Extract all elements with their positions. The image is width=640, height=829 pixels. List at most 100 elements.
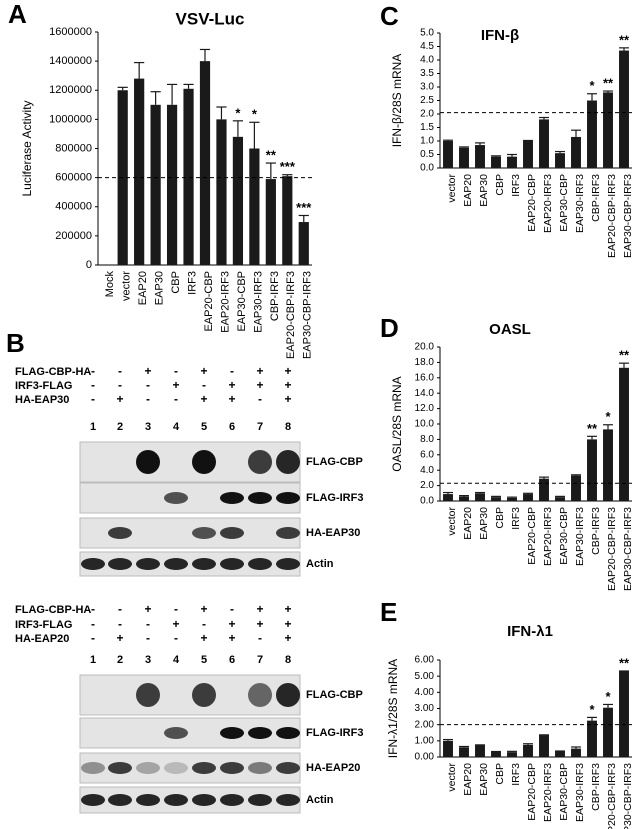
blot-band — [220, 492, 244, 504]
bar — [491, 751, 501, 757]
lane-number: 6 — [229, 654, 235, 666]
x-tick-label: Mock — [104, 271, 116, 298]
condition-sign: - — [174, 364, 178, 378]
bar — [443, 740, 453, 757]
y-tick-label: 400000 — [55, 201, 92, 213]
bar — [603, 707, 613, 757]
bar — [199, 61, 211, 265]
y-tick-label: 5.0 — [420, 28, 434, 39]
blot-band — [108, 527, 132, 539]
condition-sign: + — [284, 602, 291, 616]
x-tick-label: EAP20-CBP — [526, 507, 538, 565]
condition-sign: - — [146, 617, 150, 631]
blot-band — [276, 762, 300, 774]
bar — [539, 478, 549, 501]
x-tick-label: EAP30-IRF3 — [574, 763, 586, 822]
blot-band — [164, 794, 188, 806]
condition-sign: + — [172, 378, 179, 392]
blot-band — [248, 450, 272, 474]
x-tick-label: EAP20 — [137, 271, 149, 305]
blot-band — [220, 762, 244, 774]
condition-sign: + — [284, 617, 291, 631]
x-tick-label: CBP-IRF3 — [269, 271, 281, 321]
condition-sign: + — [284, 364, 291, 378]
x-tick-label: EAP30-CBP-IRF3 — [622, 763, 634, 829]
condition-sign: + — [116, 392, 123, 406]
blot-band — [192, 794, 216, 806]
x-tick-label: EAP20-CBP-IRF3 — [606, 763, 618, 829]
y-tick-label: 1600000 — [49, 26, 92, 38]
bar — [282, 176, 293, 265]
blot-band — [136, 794, 160, 806]
bar — [216, 119, 227, 265]
condition-sign: - — [91, 631, 95, 645]
blot-band — [136, 450, 160, 474]
x-tick-label: EAP30 — [478, 507, 490, 540]
x-tick-label: EAP20-CBP-IRF3 — [285, 271, 297, 359]
y-axis-label: Luciferase Activity — [20, 100, 34, 196]
x-tick-label: vector — [446, 506, 458, 535]
blot-band — [276, 794, 300, 806]
condition-sign: - — [258, 631, 262, 645]
y-tick-label: 200000 — [55, 230, 92, 242]
condition-sign: - — [146, 631, 150, 645]
blot-band — [192, 683, 216, 707]
condition-sign: - — [174, 392, 178, 406]
blot-band — [136, 762, 160, 774]
significance-mark: ** — [619, 655, 630, 670]
bar — [183, 88, 194, 265]
condition-sign: + — [284, 378, 291, 392]
bar — [587, 439, 597, 501]
condition-sign: - — [118, 364, 122, 378]
bar — [587, 720, 597, 757]
bar — [459, 147, 469, 168]
condition-label: HA-EAP20 — [15, 633, 69, 645]
y-tick-label: 2.5 — [420, 95, 434, 106]
y-tick-label: 800000 — [55, 142, 92, 154]
x-tick-label: CBP — [494, 174, 506, 196]
condition-sign: - — [174, 631, 178, 645]
bar — [603, 429, 613, 501]
y-tick-label: 1.5 — [420, 122, 434, 133]
x-tick-label: EAP20 — [462, 507, 474, 540]
bar — [571, 748, 581, 757]
lane-number: 4 — [173, 654, 180, 666]
significance-mark: * — [235, 105, 241, 120]
blot-label: FLAG-CBP — [306, 456, 363, 468]
lane-number: 8 — [285, 654, 291, 666]
bar — [523, 744, 533, 757]
blot-band — [192, 558, 216, 570]
blot-label: HA-EAP30 — [306, 527, 360, 539]
y-tick-label: 1000000 — [49, 113, 92, 125]
lane-number: 7 — [257, 421, 263, 433]
significance-mark: * — [605, 409, 611, 424]
x-tick-label: CBP-IRF3 — [590, 174, 602, 222]
lane-number: 5 — [201, 421, 207, 433]
y-tick-label: 1400000 — [49, 55, 92, 67]
lane-number: 4 — [173, 421, 180, 433]
x-tick-label: CBP — [170, 271, 182, 294]
y-tick-label: 2.00 — [415, 719, 435, 730]
x-tick-label: EAP30-CBP-IRF3 — [622, 507, 634, 591]
chart-title: IFN-λ1 — [507, 623, 553, 640]
blot-band — [248, 762, 272, 774]
x-tick-label: IRF3 — [510, 763, 522, 786]
blot-band — [192, 762, 216, 774]
bar — [475, 145, 485, 168]
y-tick-label: 0.5 — [420, 149, 434, 160]
lane-number: 7 — [257, 654, 263, 666]
condition-sign: + — [144, 602, 151, 616]
blot-band — [164, 727, 188, 739]
x-tick-label: vector — [446, 762, 458, 791]
blot-band — [108, 794, 132, 806]
bar — [507, 156, 517, 168]
significance-mark: ** — [619, 348, 630, 363]
blot-band — [248, 727, 272, 739]
y-tick-label: 6.0 — [420, 449, 434, 460]
condition-sign: - — [258, 392, 262, 406]
blot-label: FLAG-CBP — [306, 689, 363, 701]
y-tick-label: 16.0 — [415, 372, 435, 383]
blot-band — [248, 683, 272, 707]
condition-sign: - — [202, 617, 206, 631]
lane-number: 3 — [145, 421, 151, 433]
